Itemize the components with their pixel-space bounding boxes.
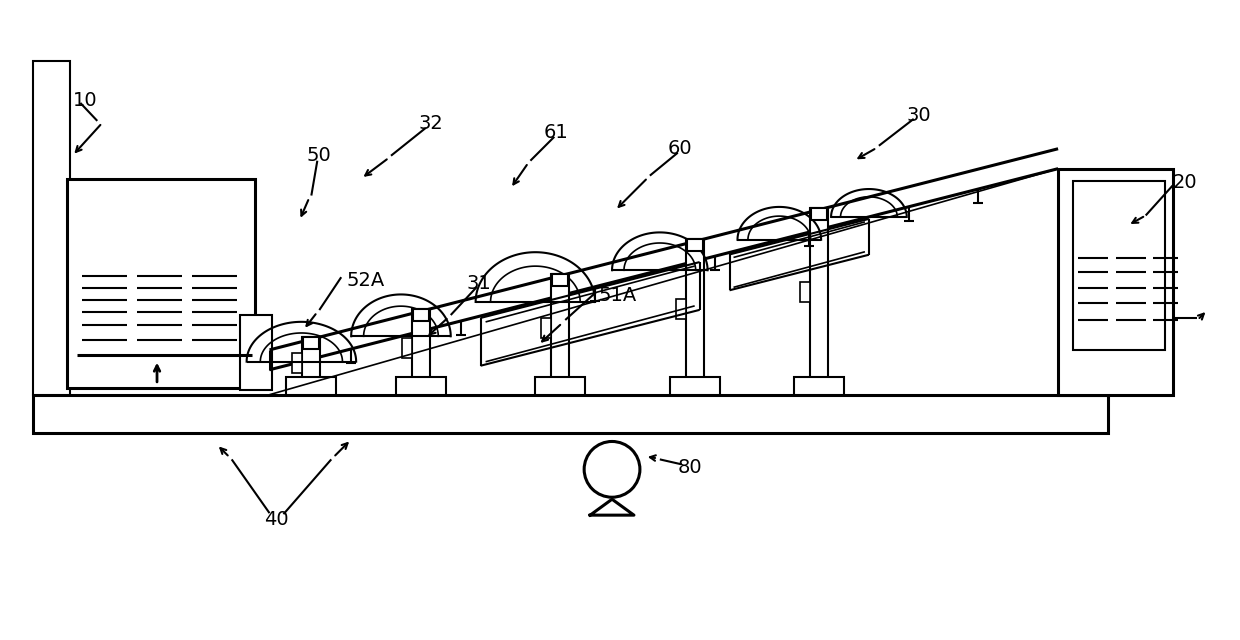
Bar xyxy=(396,377,445,395)
Text: 60: 60 xyxy=(667,140,692,158)
Bar xyxy=(800,282,810,302)
Text: 40: 40 xyxy=(264,509,289,529)
Bar xyxy=(811,208,827,220)
Text: 50: 50 xyxy=(308,146,331,165)
Text: 20: 20 xyxy=(1173,173,1197,192)
Text: 61: 61 xyxy=(544,124,569,142)
Bar xyxy=(239,315,272,390)
Bar xyxy=(304,337,320,349)
Text: 52A: 52A xyxy=(346,271,384,290)
Bar xyxy=(810,208,828,395)
Bar xyxy=(286,377,336,395)
Bar xyxy=(536,377,585,395)
Bar xyxy=(687,239,703,252)
Bar xyxy=(1073,180,1164,350)
Text: 32: 32 xyxy=(418,115,443,133)
Bar xyxy=(552,274,569,395)
Text: 10: 10 xyxy=(72,92,97,111)
Bar xyxy=(1058,169,1173,395)
Bar xyxy=(686,239,703,395)
Bar xyxy=(676,300,686,319)
Bar xyxy=(32,395,1107,433)
Text: 51A: 51A xyxy=(598,285,636,305)
Bar xyxy=(32,61,71,395)
Bar xyxy=(795,377,844,395)
Bar xyxy=(670,377,719,395)
Text: 31: 31 xyxy=(466,274,491,292)
Bar xyxy=(552,274,568,285)
Bar xyxy=(303,337,320,395)
Bar xyxy=(413,309,429,321)
Bar xyxy=(542,318,552,338)
Bar xyxy=(67,179,254,388)
Bar xyxy=(293,353,303,373)
Bar xyxy=(412,309,430,395)
Bar xyxy=(402,338,412,358)
Text: 80: 80 xyxy=(677,458,702,477)
Text: 30: 30 xyxy=(906,106,931,125)
